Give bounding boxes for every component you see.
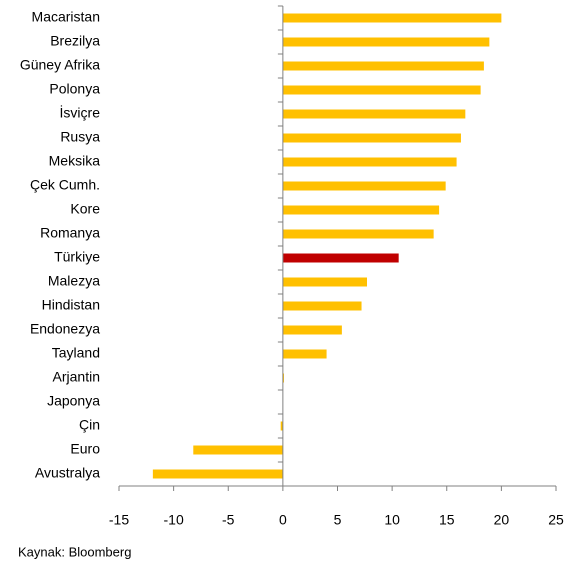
bar — [282, 277, 367, 287]
y-tick-label: Arjantin — [53, 369, 100, 385]
bar — [282, 229, 434, 239]
y-tick-label: Hindistan — [42, 297, 100, 313]
y-tick-label: Endonezya — [30, 321, 100, 337]
bar — [282, 325, 342, 335]
bar — [282, 301, 362, 311]
bar — [282, 13, 502, 23]
bar — [193, 445, 283, 455]
bar — [282, 61, 484, 71]
bar — [282, 37, 490, 47]
x-tick-label: 5 — [334, 512, 342, 528]
bar — [282, 373, 284, 383]
y-tick-label: Rusya — [60, 129, 100, 145]
y-tick-label: Romanya — [40, 225, 100, 241]
bar — [282, 109, 466, 119]
bar — [280, 421, 283, 431]
bar — [152, 469, 283, 479]
y-tick-label: Çek Cumh. — [30, 177, 100, 193]
x-tick-label: -10 — [164, 512, 184, 528]
source-note: Kaynak: Bloomberg — [18, 544, 131, 559]
y-tick-label: Avustralya — [35, 465, 100, 481]
y-tick-label: Malezya — [48, 273, 100, 289]
x-tick-label: -15 — [109, 512, 129, 528]
y-tick-label: Çin — [79, 417, 100, 433]
y-tick-label: İsviçre — [60, 104, 101, 121]
y-tick-label: Japonya — [47, 393, 100, 409]
y-tick-label: Meksika — [49, 153, 101, 169]
y-tick-label: Euro — [70, 441, 100, 457]
bar — [282, 133, 461, 143]
bar — [282, 157, 457, 167]
bar — [282, 205, 440, 215]
y-tick-label: Brezilya — [50, 33, 100, 49]
x-tick-label: 15 — [439, 512, 455, 528]
bar — [282, 253, 399, 263]
bar — [282, 181, 446, 191]
y-tick-label: Türkiye — [54, 249, 100, 265]
x-tick-label: 0 — [279, 512, 287, 528]
x-tick-label: 10 — [384, 512, 400, 528]
bar — [282, 349, 327, 359]
x-tick-label: 20 — [494, 512, 510, 528]
y-tick-label: Kore — [70, 201, 100, 217]
y-tick-label: Güney Afrika — [20, 57, 100, 73]
y-tick-label: Macaristan — [32, 9, 100, 25]
bar — [282, 85, 481, 95]
x-tick-label: 25 — [548, 512, 564, 528]
y-tick-label: Tayland — [52, 345, 100, 361]
x-tick-label: -5 — [222, 512, 235, 528]
y-tick-label: Polonya — [49, 81, 100, 97]
